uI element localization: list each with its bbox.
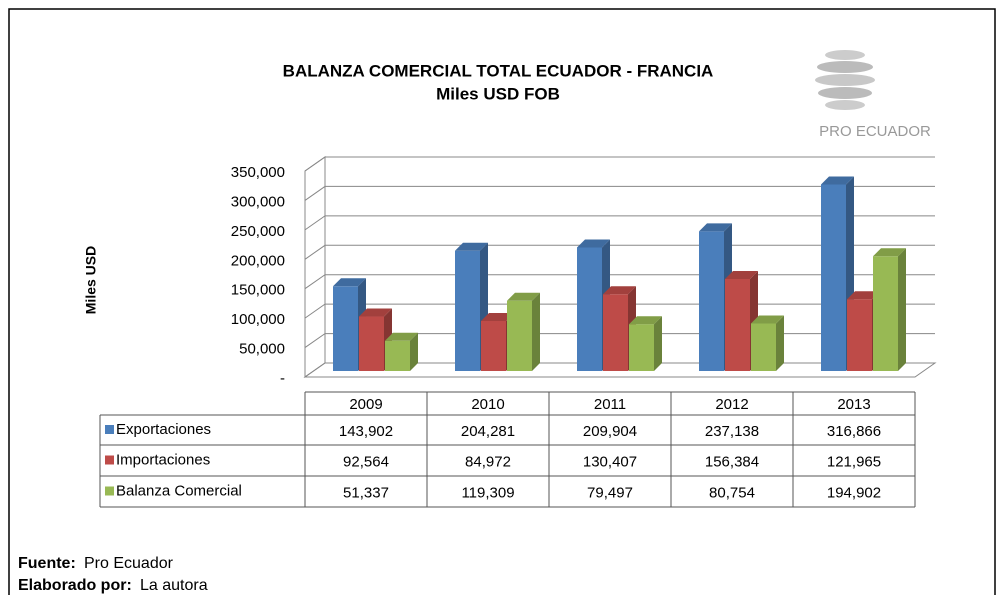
bar-side bbox=[898, 248, 906, 371]
bar-top bbox=[603, 286, 636, 295]
x-tick-label: 2013 bbox=[837, 396, 870, 413]
grid-line bbox=[304, 185, 935, 201]
bar-top bbox=[699, 223, 732, 232]
legend-label: Exportaciones bbox=[116, 421, 211, 438]
legend-label: Balanza Comercial bbox=[116, 482, 242, 499]
source-label: Fuente: bbox=[18, 555, 76, 572]
bar-side bbox=[410, 332, 418, 371]
table-value: 51,337 bbox=[343, 484, 389, 501]
source: Pro Ecuador bbox=[84, 555, 174, 572]
y-tick-label: - bbox=[280, 370, 285, 387]
table-value: 92,564 bbox=[343, 453, 389, 470]
y-tick-label: 200,000 bbox=[231, 252, 285, 269]
y-axis-label: Miles USD bbox=[83, 246, 99, 314]
bar bbox=[455, 250, 480, 371]
bar-side bbox=[776, 315, 784, 371]
y-tick-label: 250,000 bbox=[231, 223, 285, 240]
bar bbox=[385, 340, 410, 371]
bar bbox=[847, 299, 872, 371]
table-value: 156,384 bbox=[705, 453, 759, 470]
bar bbox=[629, 324, 654, 371]
bar-side bbox=[532, 292, 540, 371]
table-value: 80,754 bbox=[709, 484, 755, 501]
legend-swatch bbox=[105, 425, 114, 434]
bar-top bbox=[507, 292, 540, 301]
bar bbox=[821, 184, 846, 371]
bar-top bbox=[847, 291, 880, 300]
bar-side bbox=[654, 316, 662, 371]
y-tick-label: 150,000 bbox=[231, 282, 285, 299]
table-value: 204,281 bbox=[461, 423, 515, 440]
bar bbox=[751, 323, 776, 371]
bar-top bbox=[725, 270, 758, 279]
table-value: 79,497 bbox=[587, 484, 633, 501]
logo-text: PRO ECUADOR bbox=[819, 123, 931, 140]
y-tick-label: 350,000 bbox=[231, 164, 285, 181]
table-value: 121,965 bbox=[827, 453, 881, 470]
chart-title: BALANZA COMERCIAL TOTAL ECUADOR - FRANCI… bbox=[283, 61, 714, 80]
table-value: 194,902 bbox=[827, 484, 881, 501]
frame bbox=[8, 8, 996, 595]
legend-swatch bbox=[105, 486, 114, 496]
bar-top bbox=[359, 308, 392, 317]
bar bbox=[333, 286, 358, 371]
x-tick-label: 2011 bbox=[594, 396, 626, 413]
chart-subtitle: Miles USD FOB bbox=[436, 84, 560, 103]
bar bbox=[481, 320, 506, 371]
author: La autora bbox=[140, 577, 208, 594]
legend-swatch bbox=[105, 455, 114, 465]
table-value: 143,902 bbox=[339, 423, 393, 440]
table-grid bbox=[99, 391, 916, 508]
y-tick-label: 100,000 bbox=[231, 311, 285, 328]
table-value: 237,138 bbox=[705, 423, 759, 440]
table-value: 119,309 bbox=[461, 484, 514, 501]
bar-top bbox=[385, 332, 418, 341]
author-label: Elaborado por: bbox=[18, 577, 132, 594]
bar bbox=[699, 231, 724, 371]
bar-top bbox=[821, 176, 854, 185]
table-value: 209,904 bbox=[583, 423, 637, 440]
bar-top bbox=[873, 248, 906, 257]
table-value: 316,866 bbox=[827, 423, 881, 440]
bar-top bbox=[751, 315, 784, 324]
y-tick-label: 300,000 bbox=[231, 193, 285, 210]
bar-top bbox=[455, 242, 488, 251]
x-tick-label: 2009 bbox=[349, 396, 382, 413]
bar-top bbox=[629, 316, 662, 325]
x-tick-label: 2010 bbox=[471, 396, 504, 413]
bar bbox=[725, 278, 750, 371]
bar bbox=[577, 247, 602, 371]
back-wall bbox=[304, 156, 326, 378]
grid-line bbox=[304, 215, 935, 231]
bar-top bbox=[577, 239, 610, 248]
y-tick-label: 50,000 bbox=[239, 341, 285, 358]
x-tick-label: 2012 bbox=[715, 396, 748, 413]
legend-label: Importaciones bbox=[116, 451, 210, 468]
logo bbox=[815, 50, 875, 110]
bar bbox=[603, 294, 628, 371]
table-value: 84,972 bbox=[465, 453, 511, 470]
bar bbox=[359, 316, 384, 371]
grid-line bbox=[304, 156, 935, 172]
bar-top bbox=[481, 312, 514, 321]
bar bbox=[873, 256, 898, 371]
bar bbox=[507, 300, 532, 371]
bar-top bbox=[333, 278, 366, 287]
table-value: 130,407 bbox=[583, 453, 637, 470]
